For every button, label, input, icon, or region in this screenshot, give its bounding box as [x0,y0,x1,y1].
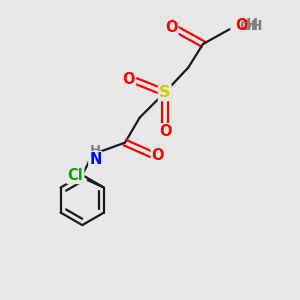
Text: O: O [152,148,164,164]
Text: O: O [159,124,172,139]
Text: H: H [246,18,258,33]
Text: N: N [89,152,102,167]
Text: O: O [165,20,178,35]
Text: H: H [90,144,101,158]
Text: S: S [159,85,170,100]
Text: O: O [123,72,135,87]
Text: O: O [235,18,247,33]
Text: OH: OH [239,19,262,33]
Text: Cl: Cl [68,168,83,183]
